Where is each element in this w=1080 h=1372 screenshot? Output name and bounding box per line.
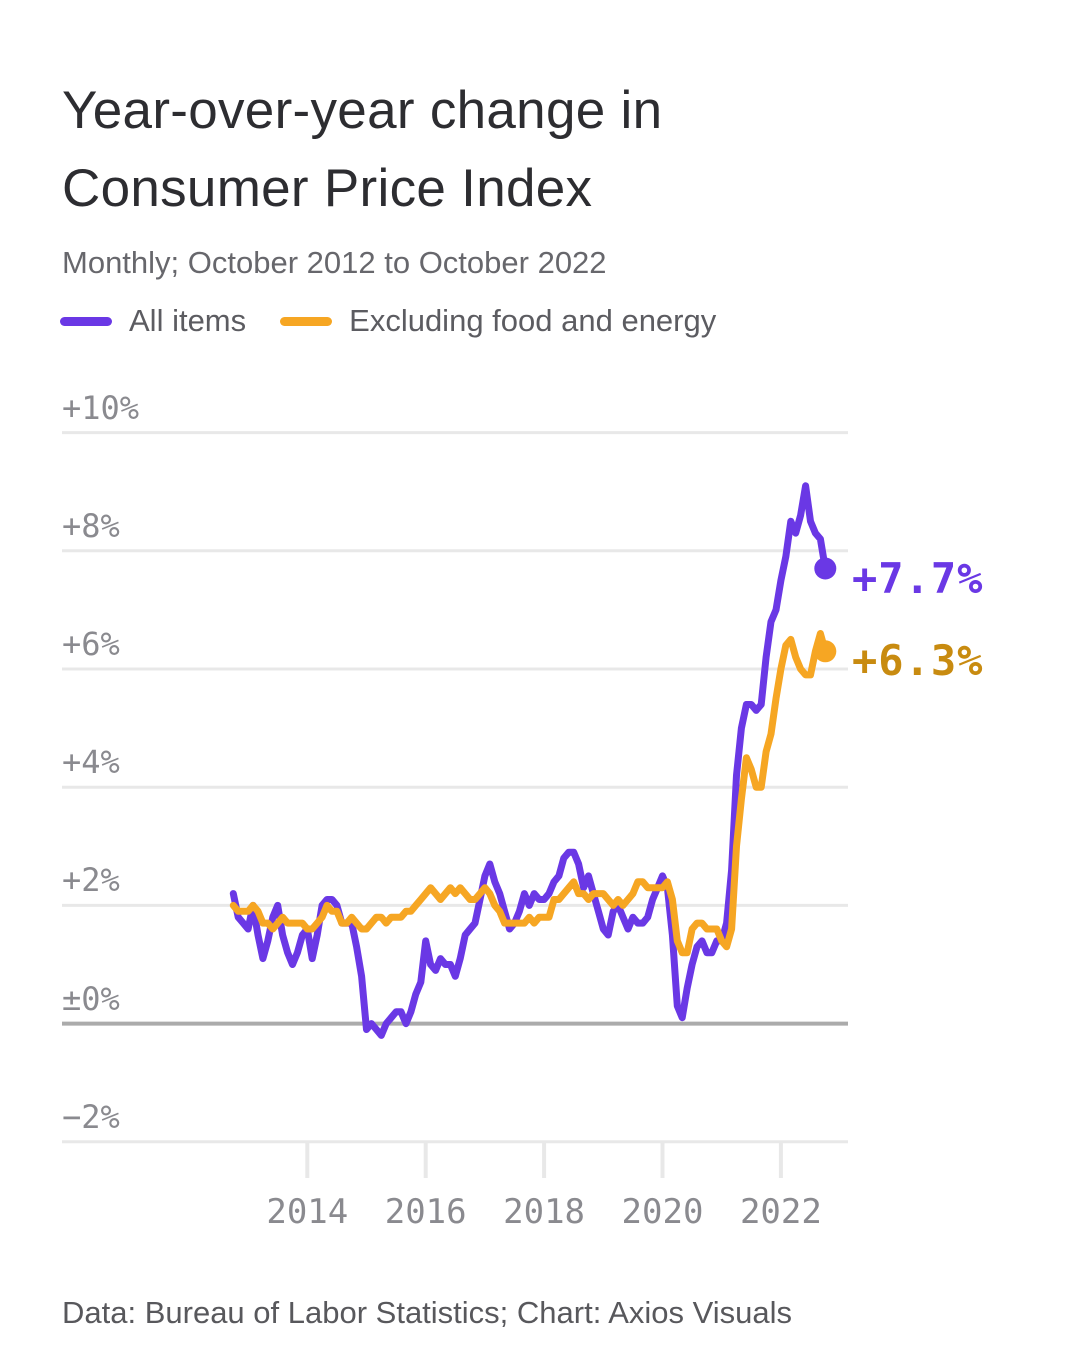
legend-item-all-items: All items [60,303,246,339]
end-dot-core [814,640,837,663]
data-line-core [229,630,829,957]
y-axis-label: +6% [62,625,120,663]
legend-label-all-items: All items [129,303,247,338]
end-dot-all-items [814,557,837,580]
all-items-end-value-label: +7.7% [852,553,984,603]
y-axis-label: +10% [62,388,140,427]
data-line-all-items [229,482,829,1039]
chart-title: Year-over-year change in Consumer Price … [62,80,663,218]
all-items-line-swatch [60,316,112,326]
x-axis-label: 2022 [739,1192,822,1232]
core-line-swatch [280,316,333,326]
plot-svg [62,431,848,1178]
x-axis-label: 2020 [621,1192,704,1232]
x-axis-label: 2016 [384,1192,467,1232]
chart-subtitle: Monthly; October 2012 to October 2022 [62,245,607,280]
legend: All items Excluding food and energy [60,303,716,339]
chart-source: Data: Bureau of Labor Statistics; Chart:… [62,1295,793,1330]
y-axis-label: −2% [62,1097,120,1136]
y-axis-label: +8% [62,506,120,545]
x-axis-label: 2014 [266,1192,349,1232]
legend-item-core: Excluding food and energy [280,303,716,339]
x-axis-label: 2018 [503,1192,586,1232]
core-end-value-label: +6.3% [852,636,984,686]
legend-label-core: Excluding food and energy [349,303,717,338]
cpi-line-chart: +7.7% +6.3% +10% +8% +6% +4% +2% ±0% −2% 2014 20… [0,380,1080,1250]
y-axis-label: +2% [62,861,120,900]
y-axis-label: ±0% [62,979,120,1018]
y-axis-label: +4% [62,743,120,782]
